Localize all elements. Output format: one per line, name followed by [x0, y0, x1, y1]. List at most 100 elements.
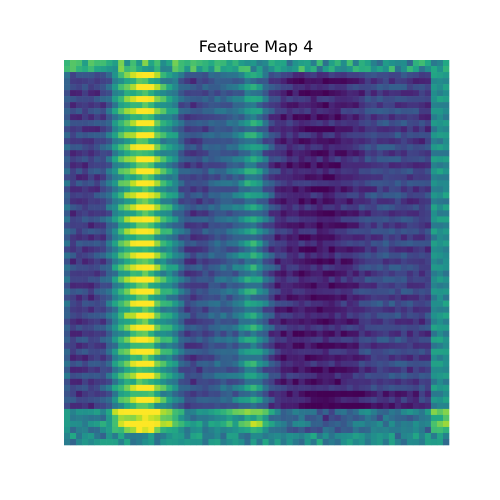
heatmap-cell: [412, 402, 420, 410]
heatmap-cell: [70, 180, 77, 187]
heatmap-cell: [352, 84, 360, 91]
heatmap-cell: [382, 294, 390, 301]
heatmap-cell: [424, 384, 432, 392]
heatmap-cell: [406, 132, 414, 139]
heatmap-cell: [292, 114, 299, 121]
heatmap-cell: [214, 174, 221, 181]
heatmap-cell: [412, 360, 420, 368]
heatmap-cell: [142, 132, 149, 139]
heatmap-cell: [100, 390, 107, 398]
heatmap-cell: [160, 96, 167, 103]
heatmap-cell: [286, 318, 293, 325]
heatmap-cell: [70, 228, 77, 235]
heatmap-cell: [190, 384, 197, 392]
heatmap-cell: [262, 66, 269, 73]
heatmap-cell: [148, 216, 155, 223]
heatmap-cell: [346, 384, 354, 392]
heatmap-cell: [238, 258, 245, 265]
heatmap-cell: [268, 360, 275, 368]
heatmap-cell: [76, 390, 83, 398]
heatmap-cell: [232, 156, 239, 163]
heatmap-cell: [346, 138, 354, 145]
heatmap-cell: [250, 234, 257, 241]
heatmap-cell: [382, 162, 390, 169]
heatmap-cell: [130, 426, 137, 434]
heatmap-cell: [142, 336, 149, 344]
heatmap-cell: [112, 408, 119, 416]
heatmap-cell: [184, 216, 191, 223]
heatmap-cell: [70, 246, 77, 253]
heatmap-cell: [442, 102, 450, 109]
heatmap-cell: [328, 96, 336, 103]
heatmap-cell: [238, 168, 245, 175]
heatmap-cell: [286, 78, 293, 85]
heatmap-cell: [268, 72, 275, 79]
heatmap-cell: [112, 354, 119, 362]
heatmap-cell: [124, 372, 131, 380]
heatmap-cell: [100, 258, 107, 265]
heatmap-cell: [394, 150, 402, 157]
heatmap-cell: [238, 216, 245, 223]
heatmap-cell: [142, 246, 149, 253]
heatmap-cell: [340, 108, 348, 115]
heatmap-cell: [94, 336, 101, 344]
heatmap-cell: [304, 66, 311, 73]
heatmap-cell: [232, 96, 239, 103]
heatmap-cell: [124, 384, 131, 392]
heatmap-cell: [154, 96, 161, 103]
heatmap-cell: [82, 180, 89, 187]
heatmap-cell: [112, 168, 119, 175]
heatmap-cell: [178, 420, 185, 428]
heatmap-cell: [64, 138, 71, 145]
heatmap-cell: [352, 270, 360, 277]
heatmap-cell: [148, 162, 155, 169]
heatmap-cell: [346, 132, 354, 139]
heatmap-cell: [82, 132, 89, 139]
heatmap-cell: [286, 198, 293, 205]
heatmap-cell: [184, 72, 191, 79]
heatmap-cell: [412, 60, 420, 67]
heatmap-cell: [154, 210, 161, 217]
heatmap-cell: [364, 396, 372, 404]
heatmap-cell: [262, 96, 269, 103]
heatmap-cell: [388, 204, 396, 211]
heatmap-cell: [232, 330, 239, 338]
heatmap-cell: [340, 282, 348, 289]
heatmap-cell: [334, 378, 342, 386]
heatmap-cell: [244, 138, 251, 145]
heatmap-cell: [418, 336, 426, 344]
heatmap-cell: [118, 132, 125, 139]
heatmap-cell: [262, 258, 269, 265]
heatmap-cell: [268, 60, 275, 67]
heatmap-cell: [286, 114, 293, 121]
heatmap-cell: [286, 192, 293, 199]
heatmap-cell: [244, 276, 251, 283]
heatmap-cell: [262, 234, 269, 241]
heatmap-cell: [76, 366, 83, 374]
heatmap-cell: [382, 84, 390, 91]
heatmap-cell: [232, 408, 239, 416]
heatmap-cell: [304, 258, 311, 265]
heatmap-cell: [64, 360, 71, 368]
heatmap-cell: [238, 90, 245, 97]
heatmap-cell: [430, 192, 438, 199]
heatmap-cell: [322, 120, 329, 127]
heatmap-cell: [346, 378, 354, 386]
heatmap-cell: [436, 294, 444, 301]
heatmap-cell: [400, 240, 408, 247]
heatmap-cell: [214, 336, 221, 344]
heatmap-cell: [406, 270, 414, 277]
heatmap-cell: [94, 192, 101, 199]
heatmap-cell: [100, 210, 107, 217]
heatmap-cell: [316, 318, 323, 325]
heatmap-cell: [118, 264, 125, 271]
heatmap-cell: [406, 264, 414, 271]
heatmap-cell: [328, 228, 336, 235]
heatmap-cell: [202, 204, 209, 211]
heatmap-cell: [148, 378, 155, 386]
heatmap-cell: [244, 186, 251, 193]
heatmap-cell: [172, 312, 179, 319]
heatmap-cell: [196, 222, 203, 229]
heatmap-cell: [442, 276, 450, 283]
heatmap-cell: [154, 174, 161, 181]
